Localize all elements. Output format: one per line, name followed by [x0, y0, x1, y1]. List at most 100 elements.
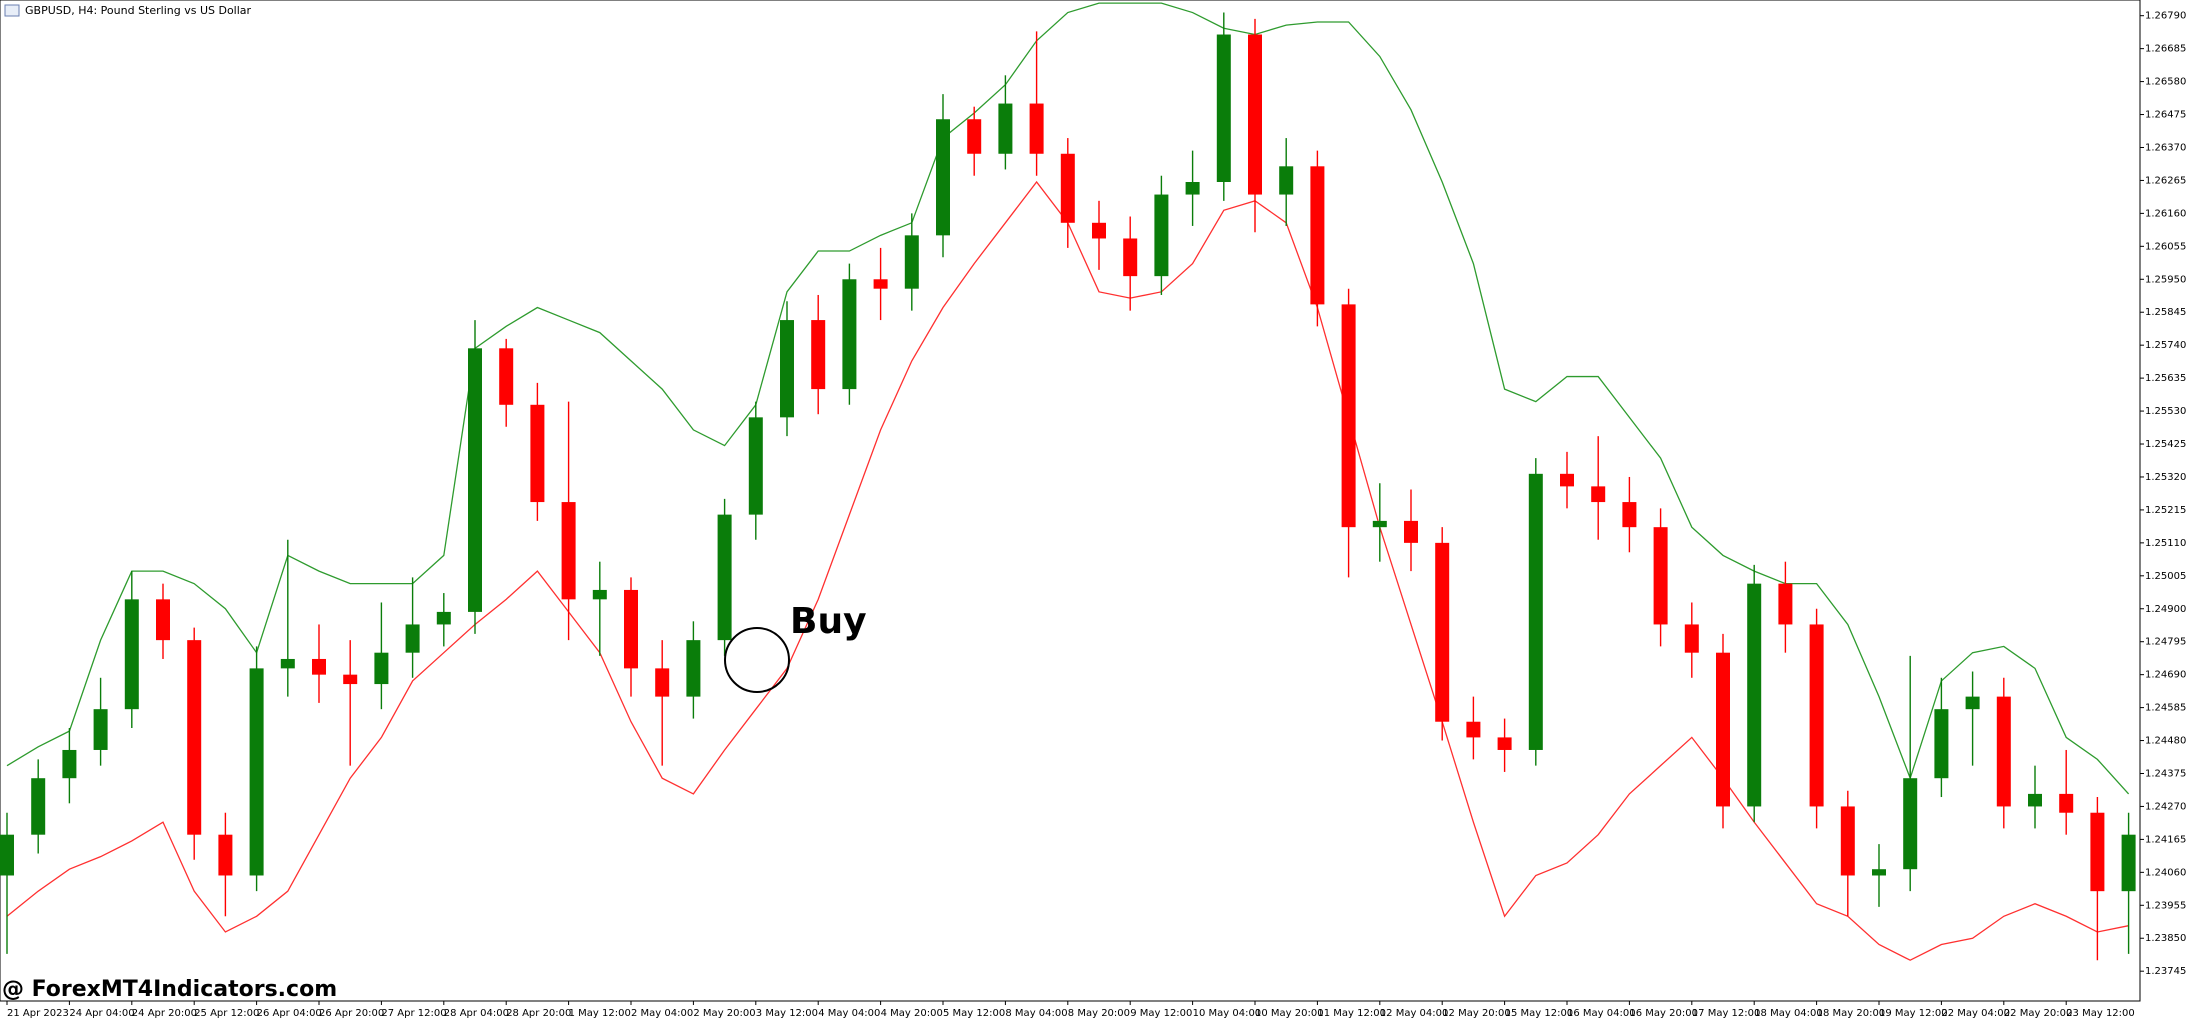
y-tick-label: 1.26580: [2145, 77, 2186, 88]
y-tick-label: 1.26790: [2145, 11, 2186, 22]
chart-title: GBPUSD, H4: Pound Sterling vs US Dollar: [25, 4, 252, 17]
candle-body: [936, 119, 950, 236]
candle-body: [1996, 696, 2011, 807]
x-tick-label: 26 Apr 04:00: [257, 1008, 322, 1019]
candle-body: [811, 320, 826, 390]
candle-body: [686, 640, 701, 697]
y-tick-label: 1.25005: [2145, 571, 2186, 582]
y-tick-label: 1.24900: [2145, 604, 2186, 615]
candle-body: [1591, 486, 1606, 503]
candle-body: [93, 709, 108, 750]
x-tick-label: 4 May 04:00: [818, 1008, 880, 1019]
candle-body: [280, 658, 295, 669]
x-tick-label: 28 Apr 04:00: [444, 1008, 509, 1019]
y-tick-label: 1.25215: [2145, 505, 2186, 516]
y-tick-label: 1.25530: [2145, 406, 2186, 417]
candle-body: [2090, 812, 2105, 892]
candle-body: [717, 514, 732, 641]
x-tick-label: 2 May 04:00: [631, 1008, 693, 1019]
x-tick-label: 15 May 12:00: [1505, 1008, 1574, 1019]
y-tick-label: 1.25110: [2145, 538, 2186, 549]
x-tick-label: 18 May 04:00: [1754, 1008, 1823, 1019]
x-tick-label: 28 Apr 20:00: [506, 1008, 571, 1019]
x-tick-label: 8 May 04:00: [1005, 1008, 1067, 1019]
candle-body: [1466, 721, 1481, 738]
band-line: [6, 2, 2130, 795]
candle-body: [249, 668, 264, 876]
candle-body: [1092, 222, 1106, 239]
candle-body: [1934, 709, 1949, 779]
candle-body: [1435, 542, 1450, 722]
y-tick-label: 1.25950: [2145, 274, 2186, 285]
x-tick-label: 24 Apr 04:00: [69, 1008, 134, 1019]
y-tick-label: 1.24795: [2145, 637, 2186, 648]
y-tick-label: 1.24165: [2145, 834, 2186, 845]
x-tick-label: 26 Apr 20:00: [319, 1008, 384, 1019]
x-tick-label: 12 May 04:00: [1380, 1008, 1449, 1019]
candle-body: [592, 589, 607, 600]
candle-body: [187, 640, 202, 835]
candle-body: [1341, 304, 1356, 528]
y-tick-label: 1.26685: [2145, 44, 2186, 55]
y-tick-label: 1.26160: [2145, 208, 2186, 219]
candle-body: [405, 624, 420, 653]
y-tick-label: 1.26265: [2145, 175, 2186, 186]
x-tick-label: 17 May 12:00: [1692, 1008, 1761, 1019]
candle-body: [1622, 502, 1637, 528]
candle-body: [1279, 166, 1294, 195]
x-tick-label: 21 Apr 2023: [7, 1008, 69, 1019]
x-tick-label: 11 May 12:00: [1317, 1008, 1386, 1019]
candle-body: [624, 589, 638, 669]
plot-frame: [0, 0, 2141, 1002]
y-tick-label: 1.24480: [2145, 736, 2186, 747]
y-tick-label: 1.25320: [2145, 472, 2186, 483]
candle-body: [655, 668, 670, 697]
x-tick-label: 10 May 04:00: [1193, 1008, 1262, 1019]
candle-body: [436, 611, 451, 625]
candle-body: [1778, 583, 1793, 625]
x-tick-label: 8 May 20:00: [1068, 1008, 1130, 1019]
candle-body: [1903, 778, 1918, 870]
candle-body: [1747, 583, 1762, 807]
y-tick-label: 1.25425: [2145, 439, 2186, 450]
y-tick-label: 1.26370: [2145, 142, 2186, 153]
candle-body: [124, 599, 139, 710]
candle-body: [343, 674, 358, 685]
x-tick-label: 22 May 20:00: [2004, 1008, 2073, 1019]
candle-body: [1248, 34, 1262, 195]
candle-body: [1154, 194, 1169, 277]
candle-body: [1497, 737, 1512, 750]
x-tick-label: 9 May 12:00: [1130, 1008, 1192, 1019]
y-tick-label: 1.24270: [2145, 801, 2186, 812]
buy-annotation: Buy: [790, 601, 867, 642]
x-tick-label: 3 May 12:00: [756, 1008, 818, 1019]
y-tick-label: 1.26475: [2145, 110, 2186, 121]
y-tick-label: 1.23955: [2145, 900, 2186, 911]
x-tick-label: 18 May 20:00: [1817, 1008, 1886, 1019]
watermark: @ ForexMT4Indicators.com: [2, 977, 337, 1002]
candle-body: [31, 778, 46, 835]
y-tick-label: 1.24585: [2145, 703, 2186, 714]
y-tick-label: 1.26055: [2145, 241, 2186, 252]
candle-body: [1716, 652, 1730, 807]
x-tick-label: 24 Apr 20:00: [132, 1008, 197, 1019]
x-tick-label: 23 May 12:00: [2066, 1008, 2135, 1019]
candle-body: [218, 834, 233, 876]
candle-body: [967, 119, 982, 154]
candle-body: [0, 834, 14, 876]
candle-body: [1560, 473, 1574, 487]
candle-body: [62, 749, 77, 779]
candle-body: [1684, 624, 1699, 653]
candle-body: [499, 348, 514, 405]
candle-body: [2028, 793, 2042, 807]
candle-body: [1029, 103, 1044, 154]
x-tick-label: 5 May 12:00: [943, 1008, 1005, 1019]
candle-body: [1372, 520, 1387, 528]
candle-body: [1653, 527, 1668, 625]
candle-body: [904, 235, 919, 289]
candle-body: [842, 279, 857, 390]
candle-body: [1123, 238, 1138, 277]
candle-body: [156, 599, 170, 641]
x-tick-label: 4 May 20:00: [881, 1008, 943, 1019]
